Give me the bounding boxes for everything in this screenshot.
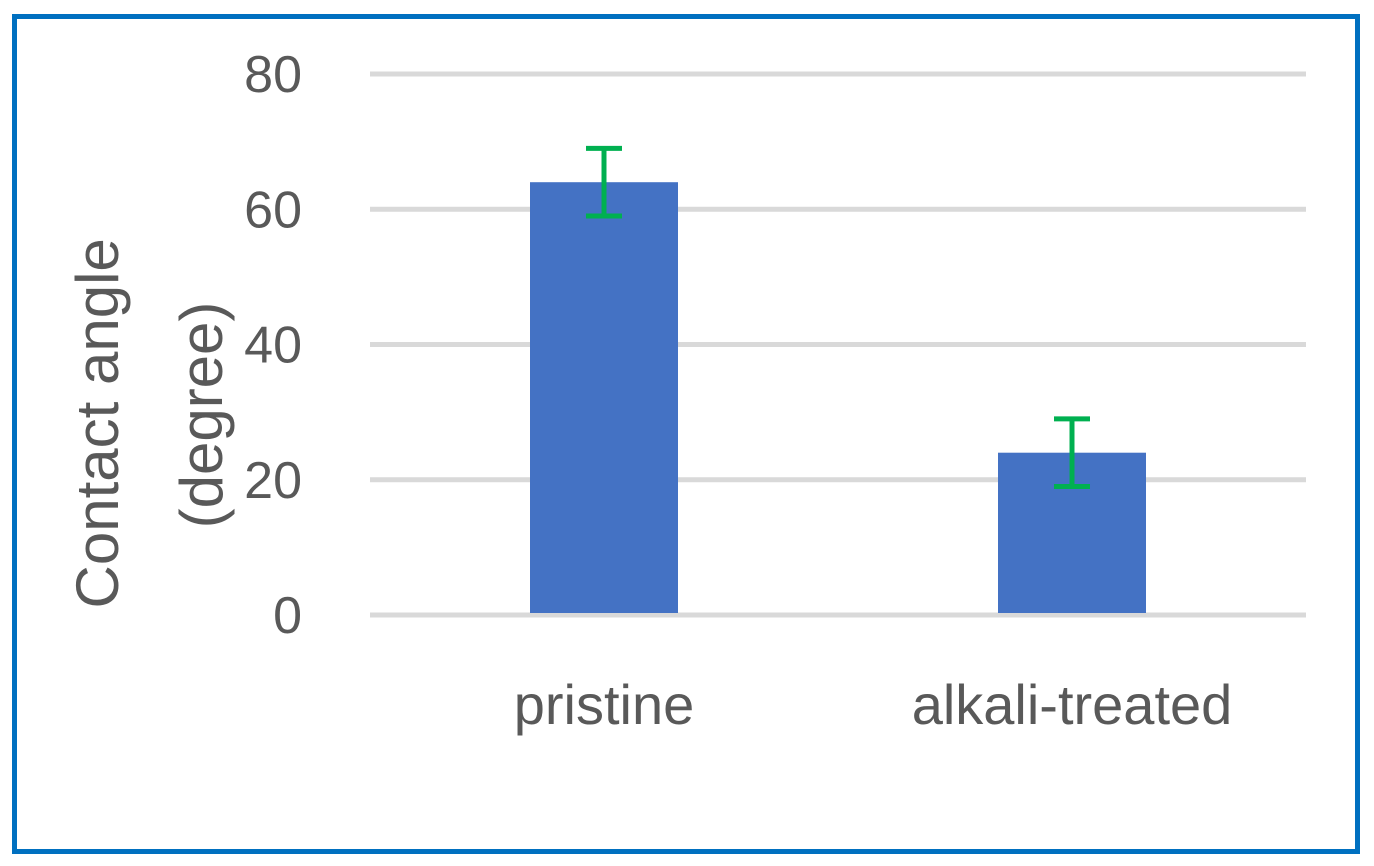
y-tick-labels: 0 20 40 60 80 xyxy=(244,46,302,645)
x-category-label-pristine: pristine xyxy=(514,673,695,736)
bars xyxy=(530,182,1146,613)
y-axis-title-line-1: Contact angle xyxy=(64,238,131,608)
y-tick-label-80: 80 xyxy=(244,46,302,104)
gridlines xyxy=(370,71,1306,618)
x-category-labels: pristine alkali-treated xyxy=(514,673,1233,736)
error-bars xyxy=(586,145,1090,490)
error-bar-alkali-treated xyxy=(1054,416,1090,490)
y-tick-label-60: 60 xyxy=(244,181,302,239)
bar-pristine xyxy=(530,182,678,613)
chart-frame xyxy=(12,14,1360,854)
y-axis-title: Contact angle (degree) xyxy=(64,222,235,609)
error-bar-pristine xyxy=(586,145,622,219)
x-category-label-alkali-treated: alkali-treated xyxy=(912,673,1233,736)
y-axis-title-line-2: (degree) xyxy=(168,302,235,529)
y-tick-label-0: 0 xyxy=(273,587,302,645)
y-tick-label-20: 20 xyxy=(244,452,302,510)
y-tick-label-40: 40 xyxy=(244,317,302,375)
